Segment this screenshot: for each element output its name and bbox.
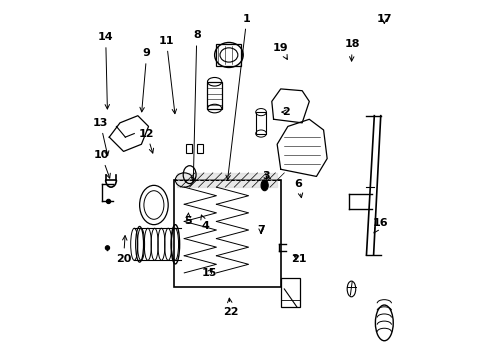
Text: 11: 11 <box>159 36 176 114</box>
Text: 20: 20 <box>116 236 131 264</box>
Text: 7: 7 <box>257 225 265 235</box>
Text: 1: 1 <box>226 14 251 180</box>
Bar <box>256 112 267 134</box>
Text: 10: 10 <box>94 150 110 178</box>
Text: 22: 22 <box>223 298 239 317</box>
Bar <box>173 180 281 287</box>
Text: 4: 4 <box>201 215 210 231</box>
Text: 14: 14 <box>98 32 114 109</box>
Text: 16: 16 <box>373 218 389 233</box>
Text: 8: 8 <box>191 30 200 181</box>
Bar <box>186 144 193 153</box>
Ellipse shape <box>261 180 268 191</box>
Ellipse shape <box>105 246 110 250</box>
Text: 17: 17 <box>377 14 392 24</box>
Text: 12: 12 <box>139 129 154 153</box>
Text: 5: 5 <box>184 213 192 226</box>
Text: 15: 15 <box>201 268 217 278</box>
Text: 13: 13 <box>93 118 109 156</box>
Text: 21: 21 <box>291 253 306 264</box>
Bar <box>207 82 222 109</box>
Text: 2: 2 <box>282 107 290 117</box>
Bar <box>281 278 300 307</box>
Text: 9: 9 <box>140 48 151 112</box>
Text: 6: 6 <box>294 179 303 198</box>
Text: 3: 3 <box>263 171 270 181</box>
Text: 18: 18 <box>344 39 360 61</box>
Text: 19: 19 <box>273 43 289 59</box>
Ellipse shape <box>106 199 111 203</box>
Bar <box>217 44 242 66</box>
Bar <box>197 144 203 153</box>
